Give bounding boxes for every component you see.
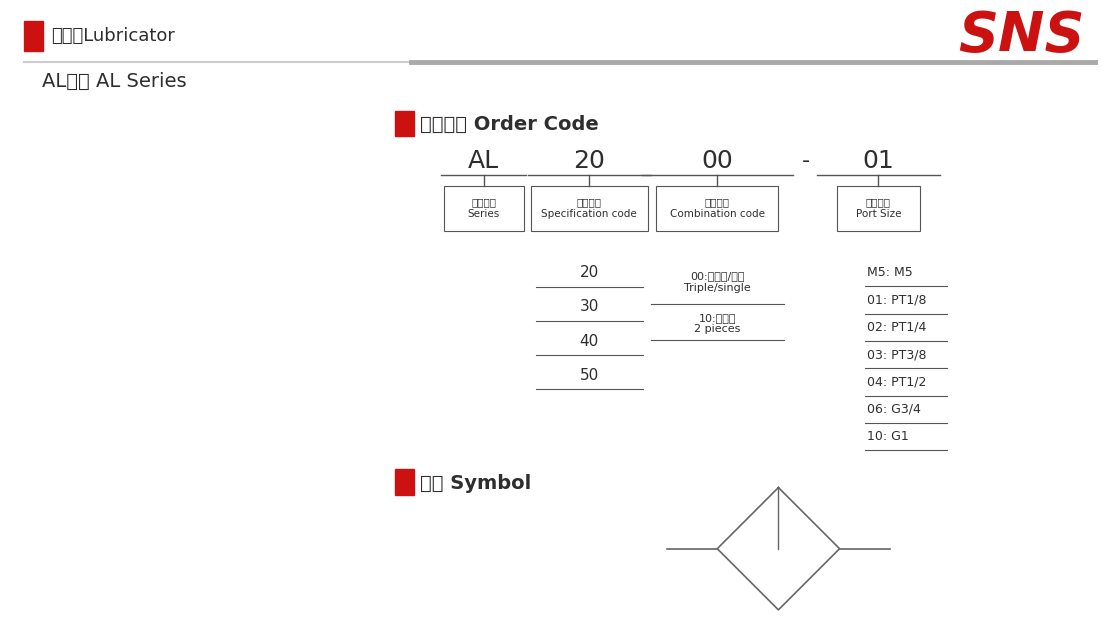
Text: 00: 00	[702, 149, 733, 173]
Text: 01: 01	[863, 149, 894, 173]
FancyBboxPatch shape	[444, 186, 524, 231]
Text: 40: 40	[579, 334, 599, 348]
Bar	[395, 469, 414, 495]
Text: AL: AL	[468, 149, 499, 173]
Text: 00:三联件/单件
Triple/single: 00:三联件/单件 Triple/single	[684, 272, 751, 293]
Bar	[395, 111, 414, 136]
Text: M5: M5: M5: M5	[867, 267, 913, 279]
Text: 20: 20	[579, 265, 599, 280]
Text: 订货型号 Order Code: 订货型号 Order Code	[420, 115, 599, 133]
Text: 系列代号
Series: 系列代号 Series	[467, 198, 500, 219]
Text: 50: 50	[579, 368, 599, 383]
Text: 规格代号
Specification code: 规格代号 Specification code	[542, 198, 637, 219]
Text: 符号 Symbol: 符号 Symbol	[420, 474, 532, 493]
FancyBboxPatch shape	[530, 186, 647, 231]
Text: 联件代号
Combination code: 联件代号 Combination code	[669, 198, 765, 219]
Text: 06: G3/4: 06: G3/4	[867, 403, 921, 415]
Text: 油雾器Lubricator: 油雾器Lubricator	[51, 27, 175, 45]
Text: 04: PT1/2: 04: PT1/2	[867, 376, 926, 388]
Text: 01: PT1/8: 01: PT1/8	[867, 294, 927, 306]
Text: AL系列 AL Series: AL系列 AL Series	[42, 73, 187, 91]
Text: SNS: SNS	[957, 9, 1084, 63]
Bar	[24, 21, 43, 51]
Text: 螺纹接口
Port Size: 螺纹接口 Port Size	[856, 198, 901, 219]
Text: 20: 20	[574, 149, 605, 173]
Text: 03: PT3/8: 03: PT3/8	[867, 348, 927, 361]
FancyBboxPatch shape	[836, 186, 920, 231]
Text: -: -	[802, 151, 811, 171]
Text: 30: 30	[579, 299, 599, 314]
FancyBboxPatch shape	[656, 186, 778, 231]
Text: 02: PT1/4: 02: PT1/4	[867, 321, 926, 334]
Text: 10: G1: 10: G1	[867, 430, 910, 443]
Text: 10:二联件
2 pieces: 10:二联件 2 pieces	[694, 313, 741, 334]
